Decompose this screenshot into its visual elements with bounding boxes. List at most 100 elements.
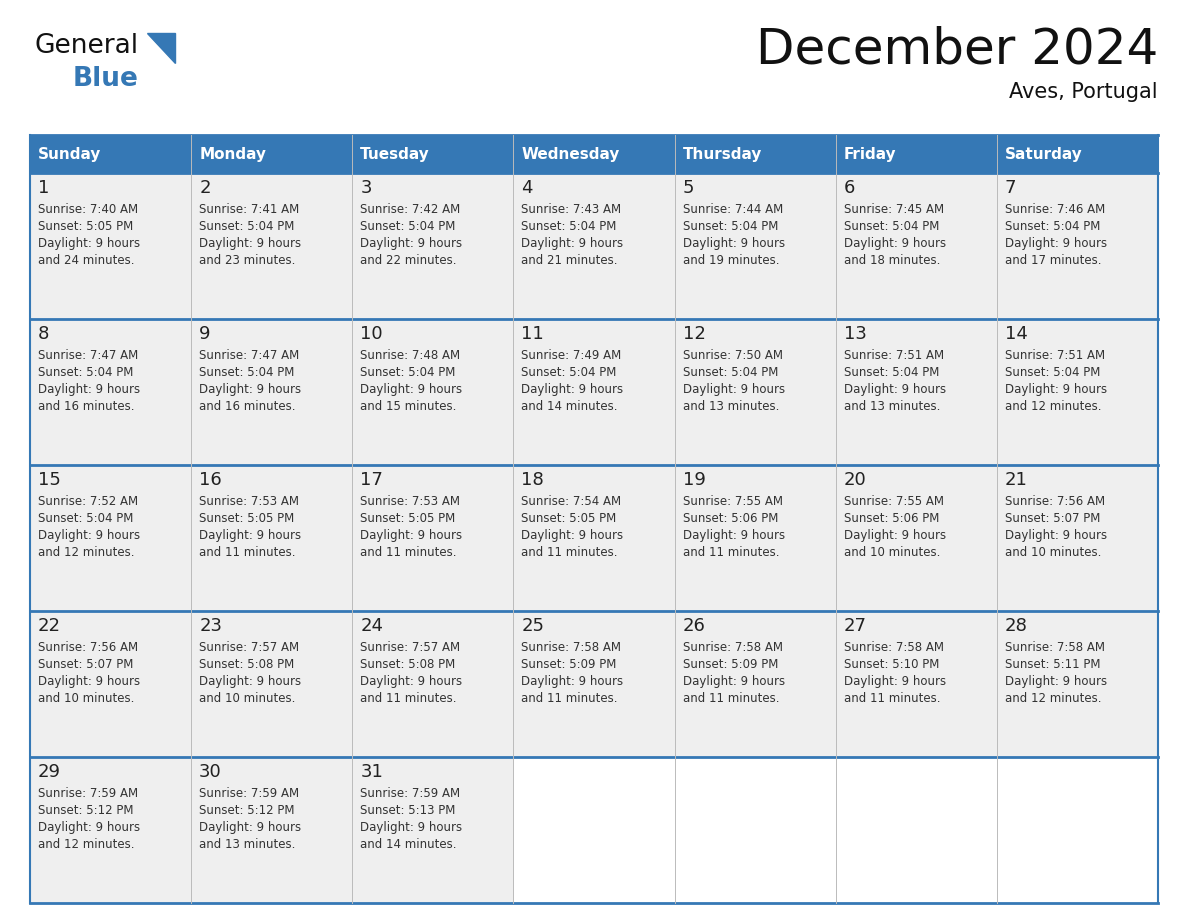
Text: 2: 2: [200, 179, 210, 197]
Text: Blue: Blue: [72, 66, 139, 92]
Text: Aves, Portugal: Aves, Portugal: [1010, 82, 1158, 102]
Text: 31: 31: [360, 763, 384, 781]
Text: and 12 minutes.: and 12 minutes.: [38, 546, 134, 559]
Bar: [835, 173, 997, 319]
Text: Daylight: 9 hours: Daylight: 9 hours: [522, 675, 624, 688]
Bar: [30, 173, 191, 319]
Text: Sunset: 5:12 PM: Sunset: 5:12 PM: [200, 804, 295, 817]
Text: and 12 minutes.: and 12 minutes.: [1005, 400, 1101, 413]
Text: Daylight: 9 hours: Daylight: 9 hours: [1005, 529, 1107, 542]
Text: and 14 minutes.: and 14 minutes.: [522, 400, 618, 413]
Text: Thursday: Thursday: [683, 147, 762, 162]
Text: 26: 26: [683, 617, 706, 635]
Text: 12: 12: [683, 325, 706, 343]
Text: 7: 7: [1005, 179, 1017, 197]
Text: Sunset: 5:08 PM: Sunset: 5:08 PM: [360, 658, 455, 671]
Text: 8: 8: [38, 325, 50, 343]
Bar: [513, 135, 675, 173]
Text: Sunset: 5:07 PM: Sunset: 5:07 PM: [1005, 512, 1100, 525]
Text: and 16 minutes.: and 16 minutes.: [38, 400, 134, 413]
Text: Sunrise: 7:51 AM: Sunrise: 7:51 AM: [843, 349, 943, 362]
Text: Daylight: 9 hours: Daylight: 9 hours: [360, 237, 462, 250]
Bar: [30, 611, 191, 757]
Text: Sunrise: 7:40 AM: Sunrise: 7:40 AM: [38, 203, 138, 216]
Bar: [675, 611, 835, 757]
Text: and 10 minutes.: and 10 minutes.: [200, 692, 296, 705]
Text: Daylight: 9 hours: Daylight: 9 hours: [683, 529, 785, 542]
Text: and 11 minutes.: and 11 minutes.: [360, 546, 456, 559]
Text: Sunrise: 7:54 AM: Sunrise: 7:54 AM: [522, 495, 621, 508]
Bar: [353, 319, 513, 465]
Text: Sunset: 5:04 PM: Sunset: 5:04 PM: [200, 366, 295, 379]
Text: Sunset: 5:04 PM: Sunset: 5:04 PM: [360, 366, 456, 379]
Text: Sunrise: 7:58 AM: Sunrise: 7:58 AM: [683, 641, 783, 654]
Text: Sunset: 5:04 PM: Sunset: 5:04 PM: [1005, 220, 1100, 233]
Text: Sunset: 5:08 PM: Sunset: 5:08 PM: [200, 658, 295, 671]
Bar: [191, 757, 353, 903]
Text: and 14 minutes.: and 14 minutes.: [360, 838, 456, 851]
Text: Sunrise: 7:46 AM: Sunrise: 7:46 AM: [1005, 203, 1105, 216]
Text: Sunrise: 7:42 AM: Sunrise: 7:42 AM: [360, 203, 461, 216]
Text: Sunset: 5:06 PM: Sunset: 5:06 PM: [843, 512, 939, 525]
Bar: [835, 319, 997, 465]
Text: Sunset: 5:13 PM: Sunset: 5:13 PM: [360, 804, 456, 817]
Text: 9: 9: [200, 325, 210, 343]
Text: and 12 minutes.: and 12 minutes.: [38, 838, 134, 851]
Text: Daylight: 9 hours: Daylight: 9 hours: [843, 237, 946, 250]
Text: and 21 minutes.: and 21 minutes.: [522, 254, 618, 267]
Text: and 11 minutes.: and 11 minutes.: [683, 692, 779, 705]
Text: and 13 minutes.: and 13 minutes.: [843, 400, 940, 413]
Text: Sunset: 5:11 PM: Sunset: 5:11 PM: [1005, 658, 1100, 671]
Text: 28: 28: [1005, 617, 1028, 635]
Bar: [353, 135, 513, 173]
Text: Daylight: 9 hours: Daylight: 9 hours: [38, 529, 140, 542]
Bar: [191, 465, 353, 611]
Text: and 11 minutes.: and 11 minutes.: [843, 692, 940, 705]
Text: 29: 29: [38, 763, 61, 781]
Text: Daylight: 9 hours: Daylight: 9 hours: [522, 237, 624, 250]
Text: Sunset: 5:04 PM: Sunset: 5:04 PM: [1005, 366, 1100, 379]
Text: Sunset: 5:04 PM: Sunset: 5:04 PM: [683, 220, 778, 233]
Text: and 17 minutes.: and 17 minutes.: [1005, 254, 1101, 267]
Bar: [353, 173, 513, 319]
Text: Sunset: 5:04 PM: Sunset: 5:04 PM: [200, 220, 295, 233]
Bar: [353, 611, 513, 757]
Bar: [997, 757, 1158, 903]
Text: Daylight: 9 hours: Daylight: 9 hours: [200, 675, 302, 688]
Text: 19: 19: [683, 471, 706, 489]
Text: Sunset: 5:04 PM: Sunset: 5:04 PM: [683, 366, 778, 379]
Text: Sunrise: 7:47 AM: Sunrise: 7:47 AM: [38, 349, 138, 362]
Bar: [675, 173, 835, 319]
Text: Sunrise: 7:52 AM: Sunrise: 7:52 AM: [38, 495, 138, 508]
Text: Daylight: 9 hours: Daylight: 9 hours: [360, 675, 462, 688]
Bar: [675, 757, 835, 903]
Bar: [675, 465, 835, 611]
Text: and 19 minutes.: and 19 minutes.: [683, 254, 779, 267]
Text: Daylight: 9 hours: Daylight: 9 hours: [1005, 237, 1107, 250]
Bar: [30, 757, 191, 903]
Text: Sunrise: 7:59 AM: Sunrise: 7:59 AM: [200, 787, 299, 800]
Text: Daylight: 9 hours: Daylight: 9 hours: [200, 237, 302, 250]
Text: Sunrise: 7:57 AM: Sunrise: 7:57 AM: [200, 641, 299, 654]
Text: Sunset: 5:06 PM: Sunset: 5:06 PM: [683, 512, 778, 525]
Text: 30: 30: [200, 763, 222, 781]
Text: and 23 minutes.: and 23 minutes.: [200, 254, 296, 267]
Bar: [997, 173, 1158, 319]
Text: Sunrise: 7:59 AM: Sunrise: 7:59 AM: [38, 787, 138, 800]
Text: 4: 4: [522, 179, 533, 197]
Text: Daylight: 9 hours: Daylight: 9 hours: [38, 821, 140, 834]
Text: Daylight: 9 hours: Daylight: 9 hours: [360, 821, 462, 834]
Text: 25: 25: [522, 617, 544, 635]
Text: Sunrise: 7:55 AM: Sunrise: 7:55 AM: [843, 495, 943, 508]
Text: Sunset: 5:04 PM: Sunset: 5:04 PM: [522, 366, 617, 379]
Text: 18: 18: [522, 471, 544, 489]
Text: Sunset: 5:04 PM: Sunset: 5:04 PM: [522, 220, 617, 233]
Text: Sunrise: 7:58 AM: Sunrise: 7:58 AM: [522, 641, 621, 654]
Bar: [353, 465, 513, 611]
Bar: [191, 135, 353, 173]
Text: Daylight: 9 hours: Daylight: 9 hours: [200, 821, 302, 834]
Text: Sunrise: 7:57 AM: Sunrise: 7:57 AM: [360, 641, 461, 654]
Text: Tuesday: Tuesday: [360, 147, 430, 162]
Text: Daylight: 9 hours: Daylight: 9 hours: [843, 675, 946, 688]
Text: Sunrise: 7:59 AM: Sunrise: 7:59 AM: [360, 787, 461, 800]
